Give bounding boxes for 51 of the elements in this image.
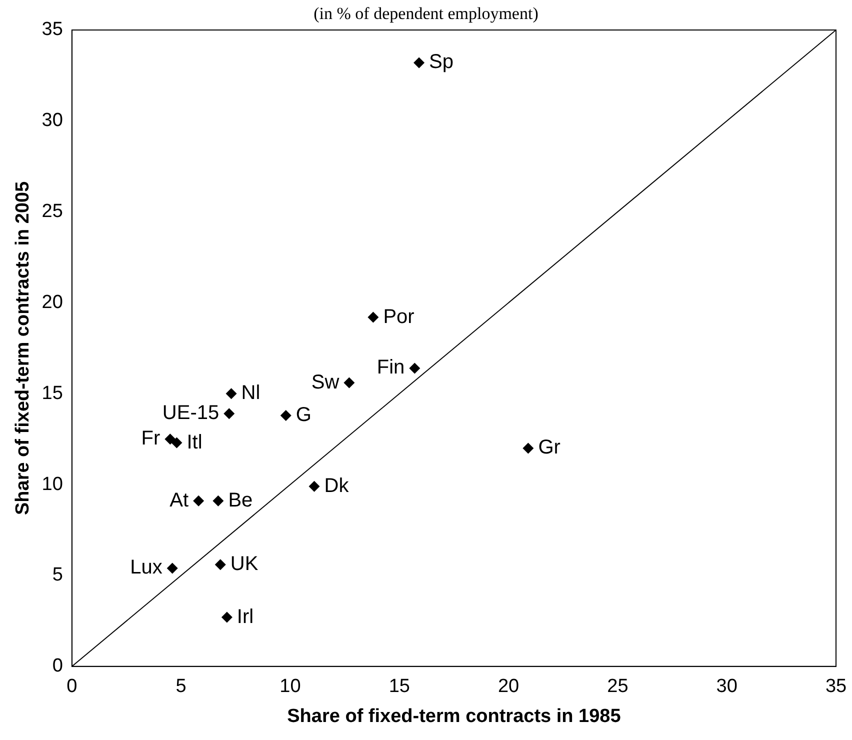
- point: [344, 377, 355, 388]
- y-tick-label: 20: [42, 292, 63, 313]
- point: [193, 495, 204, 506]
- x-tick-label: 35: [825, 676, 847, 698]
- series-label: At: [170, 489, 189, 512]
- point: [308, 480, 320, 492]
- y-tick-label: 15: [42, 382, 63, 404]
- series-label: Lux: [130, 556, 162, 579]
- x-tick-label: 25: [607, 676, 628, 698]
- y-tick-label: 25: [42, 201, 63, 222]
- point: [212, 495, 224, 506]
- series-label: Irl: [236, 606, 254, 628]
- series-label: Be: [228, 489, 253, 512]
- x-axis-title: Share of fixed-term contracts in 1985: [287, 706, 622, 727]
- point: [171, 437, 182, 448]
- point: [522, 442, 534, 454]
- point: [214, 559, 226, 570]
- series-label: Por: [383, 306, 415, 328]
- series-label: Gr: [538, 436, 561, 459]
- series-label: Sw: [311, 371, 340, 394]
- x-tick-label: 10: [280, 676, 301, 698]
- point: [226, 388, 237, 400]
- series-label: Sp: [429, 51, 454, 74]
- y-tick-label: 10: [42, 474, 63, 495]
- point: [409, 362, 420, 374]
- point: [166, 562, 178, 574]
- point: [221, 612, 232, 623]
- series-label: Fr: [141, 428, 161, 450]
- point: [224, 408, 235, 420]
- y-tick-label: 30: [42, 110, 63, 132]
- series-label: G: [296, 404, 312, 426]
- x-tick-label: 30: [716, 676, 738, 698]
- x-tick-label: 15: [388, 676, 410, 698]
- series-label: Fin: [376, 356, 405, 379]
- point: [164, 434, 176, 445]
- point: [280, 410, 292, 421]
- y-tick-label: 0: [52, 656, 63, 677]
- series-label: Itl: [186, 431, 202, 454]
- y-axis-title: Share of fixed-term contracts in 2005: [12, 180, 34, 516]
- series-label: UE-15: [162, 402, 220, 424]
- y-tick-label: 5: [52, 564, 63, 586]
- x-tick-label: 5: [176, 676, 186, 698]
- x-tick-label: 0: [66, 676, 78, 698]
- point: [414, 57, 425, 68]
- series-label: Dk: [324, 474, 350, 497]
- point: [368, 312, 379, 323]
- x-tick-label: 20: [498, 676, 520, 698]
- series-label: UK: [230, 553, 259, 576]
- series-label: Nl: [241, 382, 260, 404]
- y-tick-label: 35: [42, 19, 63, 40]
- chart-title: (in % of dependent employment): [314, 4, 538, 23]
